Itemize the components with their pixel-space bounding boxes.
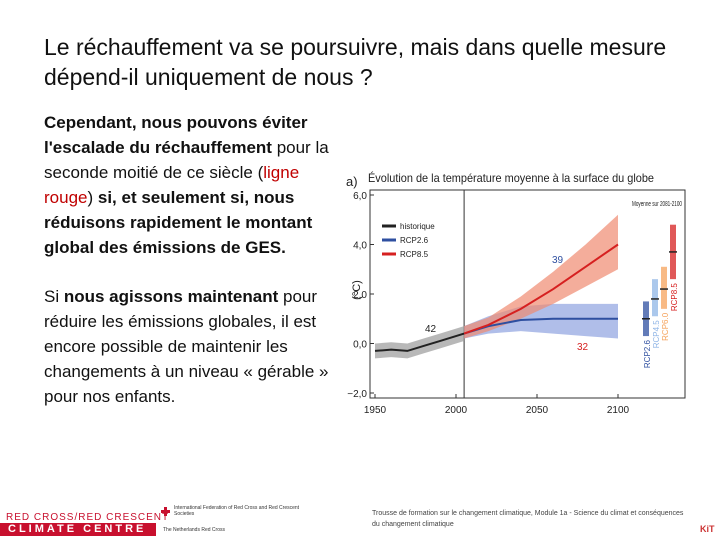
panel-label: a) (346, 174, 358, 189)
chart-title: Évolution de la température moyenne à la… (368, 170, 654, 185)
y-axis-label: (°C) (351, 280, 363, 300)
chart: a) Évolution de la température moyenne à … (346, 170, 686, 416)
range-bar (652, 279, 658, 317)
annotation: 39 (552, 255, 564, 266)
text-run: Si (44, 287, 64, 306)
x-tick-label: 2000 (445, 405, 468, 416)
text-run: ligne rouge (44, 163, 300, 207)
text-run: nous agissons maintenant (63, 287, 279, 306)
y-tick-label: 0,0 (353, 340, 367, 351)
slide-title: Le réchauffement va se poursuivre, mais … (44, 34, 667, 90)
annotation: 32 (577, 342, 589, 353)
text-run: Cependant, nous pouvons éviter l'escalad… (44, 113, 308, 157)
text-run: si, et seulement si, nous réduisons rapi… (44, 188, 313, 257)
legend-label: RCP2.6 (400, 236, 429, 245)
legend-label: historique (400, 222, 435, 231)
legend-label: RCP8.5 (400, 250, 429, 259)
x-tick-label: 2100 (607, 405, 630, 416)
bar-label: RCP6.0 (661, 312, 670, 341)
uncertainty-band (464, 214, 618, 339)
range-bar (661, 266, 667, 309)
y-tick-label: 4,0 (353, 241, 367, 252)
series-line (374, 332, 465, 352)
bar-label: RCP8.5 (670, 283, 679, 312)
paragraph: Si nous agissons maintenant pour réduire… (44, 284, 336, 409)
slide-body: Cependant, nous pouvons éviter l'escalad… (44, 110, 336, 433)
logo-text: RED CROSS/RED CRESCENT (6, 512, 170, 523)
bars-title: Moyenne sur 2081-2100 (632, 201, 682, 208)
paragraph: Cependant, nous pouvons éviter l'escalad… (44, 110, 336, 260)
text-run: pour réduire les émissions globales, il … (44, 287, 329, 406)
bar-label: RCP4.5 (652, 320, 661, 349)
nlrc-text: The Netherlands Red Cross (163, 527, 225, 533)
series-line (463, 243, 619, 335)
ifrc-text: International Federation of Red Cross an… (174, 505, 300, 517)
x-tick-label: 2050 (526, 405, 549, 416)
text-run: pour la seconde moitié de ce siècle ( (44, 138, 329, 182)
bar-label: RCP2.6 (643, 340, 652, 369)
footer-note: Trousse de formation sur le changement c… (372, 510, 684, 528)
y-tick-label: 2,0 (353, 290, 367, 301)
x-tick-label: 1950 (364, 405, 387, 416)
logo-text: CLIMATE CENTRE (0, 523, 156, 536)
red-cross-icon (161, 507, 170, 516)
kit-logo: KiT (700, 524, 715, 534)
y-tick-label: 6,0 (353, 191, 367, 202)
text-run: ) (87, 188, 98, 207)
annotation: 42 (425, 324, 437, 335)
uncertainty-band (375, 326, 465, 359)
y-tick-label: −2,0 (347, 389, 367, 400)
